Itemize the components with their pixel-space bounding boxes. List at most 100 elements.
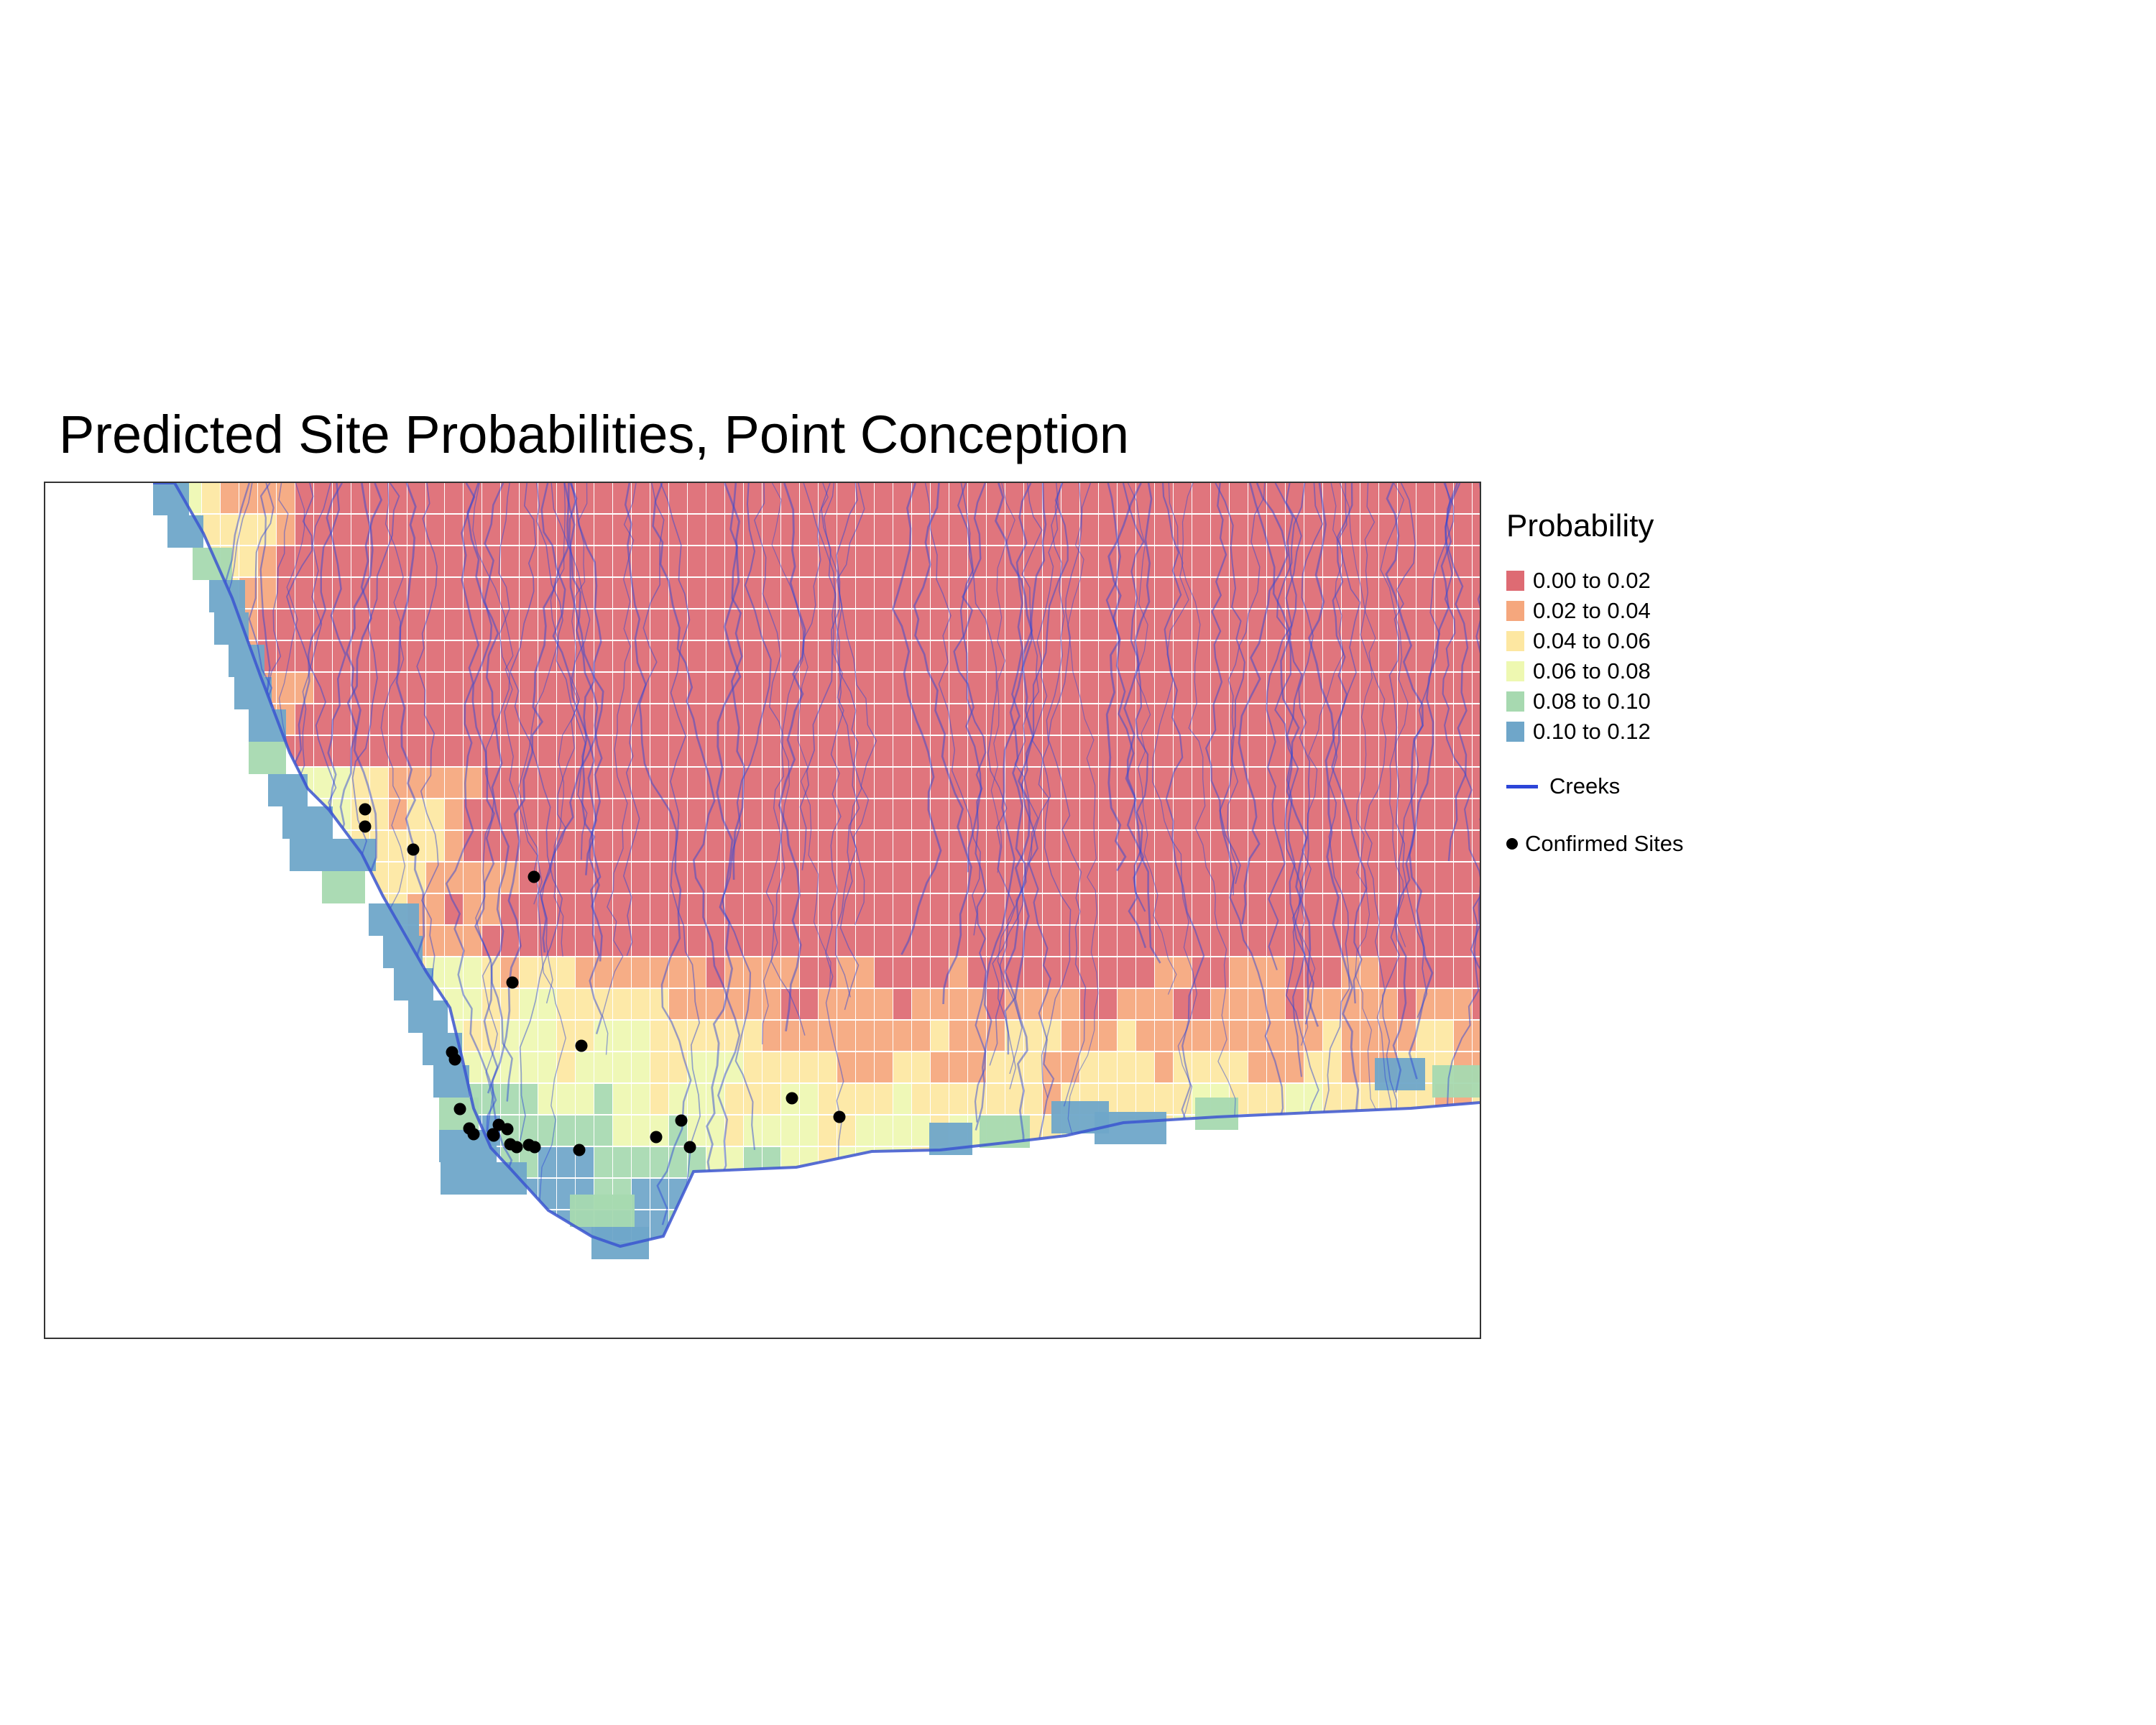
probability-cell — [407, 1337, 425, 1338]
probability-cell — [1398, 894, 1416, 924]
probability-cell — [464, 515, 482, 545]
probability-map[interactable] — [45, 483, 1480, 1338]
creek-line — [994, 483, 1034, 1156]
probability-cell — [1005, 1242, 1023, 1246]
probability-cell — [931, 799, 949, 829]
probability-cell — [1005, 515, 1023, 545]
probability-cell — [1286, 1116, 1304, 1146]
probability-cell — [1211, 515, 1229, 545]
probability-cell — [1099, 1210, 1117, 1241]
probability-cell — [1230, 578, 1248, 608]
probability-cell — [277, 894, 295, 924]
probability-cell — [1118, 1274, 1135, 1304]
probability-cell — [781, 610, 799, 640]
probability-cell — [258, 1242, 276, 1246]
probability-cell — [501, 578, 519, 608]
probability-cell — [725, 546, 743, 576]
probability-cell — [1454, 610, 1472, 640]
probability-cell — [557, 610, 575, 640]
probability-cell — [407, 515, 425, 545]
probability-cell — [650, 1305, 668, 1335]
probability-cell — [725, 926, 743, 956]
probability-cell — [800, 546, 818, 576]
probability-cell — [1099, 1305, 1117, 1335]
probability-cell — [800, 1084, 818, 1114]
probability-cell — [744, 673, 762, 703]
probability-cell — [800, 957, 818, 988]
probability-cell — [1398, 768, 1416, 798]
probability-cell — [875, 1337, 893, 1338]
probability-cell — [669, 1021, 687, 1051]
probability-cell — [800, 1116, 818, 1146]
probability-cell — [1286, 1021, 1304, 1051]
probability-cell — [800, 736, 818, 766]
probability-cell — [763, 578, 780, 608]
probability-cell — [445, 673, 463, 703]
probability-cell — [1136, 831, 1154, 861]
probability-cell — [1024, 1021, 1042, 1051]
probability-cell — [912, 831, 930, 861]
probability-cell — [557, 957, 575, 988]
probability-cell — [153, 989, 164, 1019]
probability-cell — [987, 1084, 1005, 1114]
probability-cell — [1416, 957, 1434, 988]
probability-cell — [370, 1305, 388, 1335]
probability-cell — [183, 1179, 201, 1209]
probability-cell — [295, 610, 313, 640]
probability-cell — [1473, 610, 1480, 640]
probability-cell — [1099, 1052, 1117, 1082]
probability-cell — [1061, 957, 1079, 988]
probability-cell — [153, 1210, 164, 1241]
probability-cell — [1360, 1305, 1378, 1335]
probability-cell — [1286, 1210, 1304, 1241]
creek-line — [1038, 483, 1072, 1098]
probability-cell — [1080, 546, 1098, 576]
probability-cell — [763, 1337, 780, 1338]
probability-cell — [202, 1305, 220, 1335]
probability-cell — [1398, 862, 1416, 893]
probability-cell — [538, 704, 556, 735]
probability-cell — [1360, 673, 1378, 703]
probability-cell — [1099, 768, 1117, 798]
probability-cell — [183, 957, 201, 988]
probability-cell — [987, 799, 1005, 829]
probability-cell — [295, 989, 313, 1019]
probability-cell — [931, 1052, 949, 1082]
probability-cell — [931, 989, 949, 1019]
probability-cell — [1155, 1210, 1173, 1241]
probability-cell — [576, 1274, 594, 1304]
probability-cell — [370, 1242, 388, 1246]
site-dot-icon — [1506, 838, 1518, 850]
probability-cell — [1118, 736, 1135, 766]
probability-cell — [875, 704, 893, 735]
probability-cell — [632, 799, 650, 829]
probability-cell — [1267, 799, 1285, 829]
probability-cell — [370, 483, 388, 513]
probability-cell — [445, 894, 463, 924]
probability-cell — [1174, 957, 1192, 988]
probability-cell — [725, 736, 743, 766]
probability-cell — [258, 1337, 276, 1338]
probability-cell — [557, 1337, 575, 1338]
probability-cell — [351, 1337, 369, 1338]
probability-cell — [1230, 768, 1248, 798]
probability-cell — [800, 1337, 818, 1338]
probability-cell — [669, 1242, 687, 1246]
probability-cell — [1080, 641, 1098, 671]
probability-cell — [856, 989, 874, 1019]
map-panel[interactable] — [44, 482, 1481, 1339]
probability-cell — [1061, 1147, 1079, 1177]
probability-cell — [968, 926, 986, 956]
probability-cell — [1155, 894, 1173, 924]
probability-cell — [781, 673, 799, 703]
map-title: Predicted Site Probabilities, Point Conc… — [59, 405, 1130, 464]
probability-cell — [706, 831, 724, 861]
probability-cell — [781, 1305, 799, 1335]
probability-cell — [407, 862, 425, 893]
probability-cell — [389, 673, 407, 703]
probability-cell — [688, 1274, 706, 1304]
probability-cell — [1304, 926, 1322, 956]
probability-cell — [1286, 578, 1304, 608]
probability-cell — [407, 610, 425, 640]
probability-cell — [314, 1337, 332, 1338]
